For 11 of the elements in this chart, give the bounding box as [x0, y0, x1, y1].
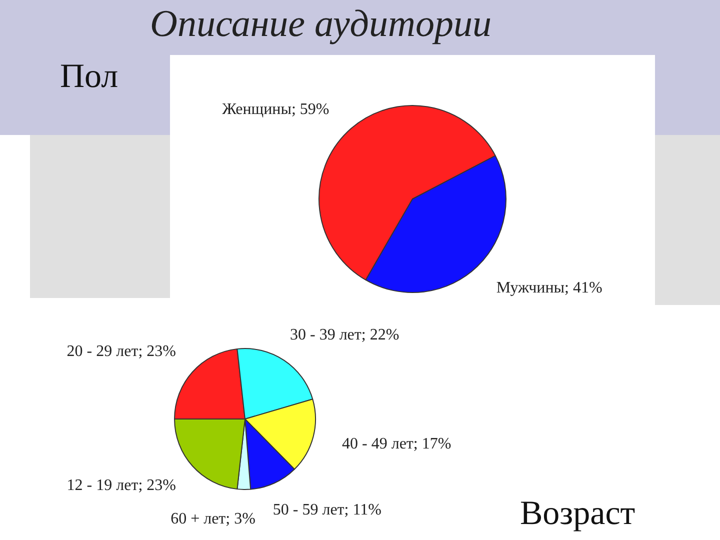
slice-label: 60 + лет; 3% [170, 510, 256, 528]
chart-title: Описание аудитории [150, 2, 492, 46]
chart-subtitle: Пол [60, 58, 118, 96]
slice-label: 40 - 49 лет; 17% [342, 435, 452, 452]
slice-label: 12 - 19 лет; 23% [66, 477, 176, 494]
slice-label: Мужчины; 41% [496, 279, 602, 296]
text: Возраст [520, 495, 636, 533]
slice-label: 30 - 39 лет; 22% [290, 326, 400, 344]
slice-label: 20 - 29 лет; 23% [66, 343, 176, 360]
slice-label: 50 - 59 лет; 11% [272, 502, 382, 519]
slice-label: Женщины; 59% [222, 101, 330, 118]
